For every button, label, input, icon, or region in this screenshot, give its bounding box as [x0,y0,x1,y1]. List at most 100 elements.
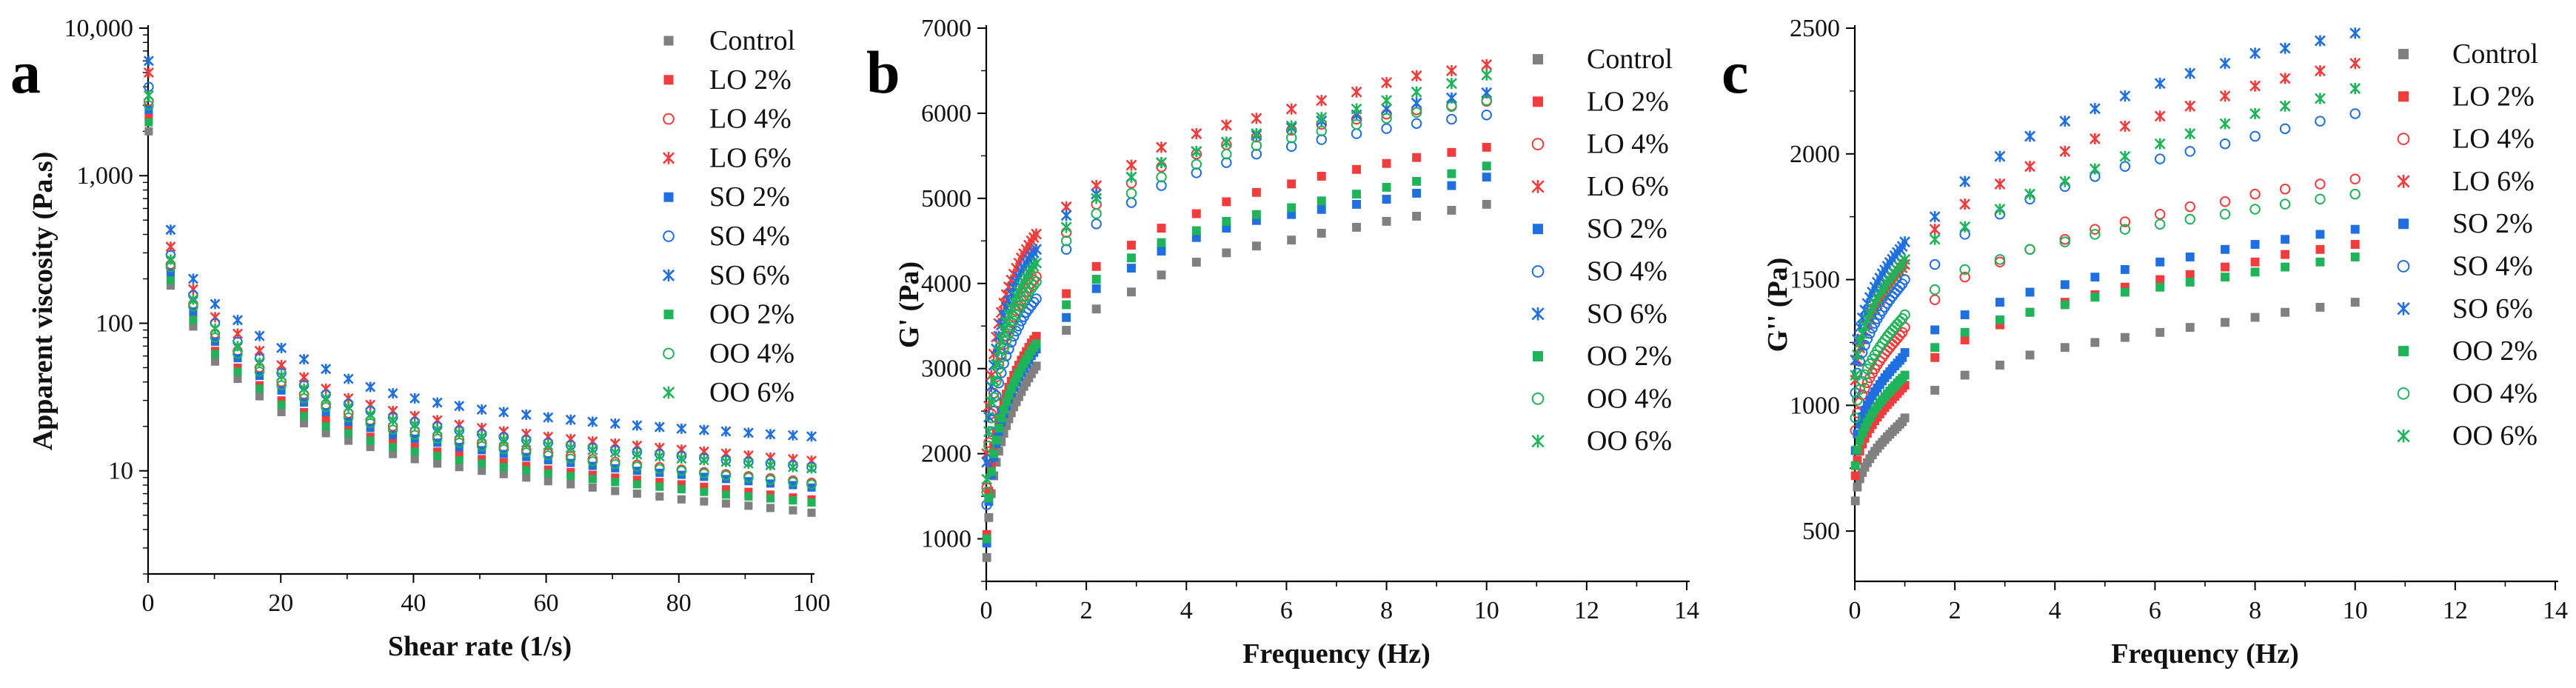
data-point [389,438,398,447]
data-point [565,453,576,464]
data-point [1858,429,1867,438]
legend-label: OO 6% [1587,426,1672,457]
data-point [2154,138,2166,150]
data-point [632,449,643,460]
data-point [2314,35,2326,47]
data-point [433,452,442,461]
legend-label: LO 6% [1587,171,1669,202]
data-point [1894,315,1906,327]
data-point [2119,224,2131,235]
data-point [1285,133,1297,144]
data-point [1959,198,1971,210]
data-point [232,341,243,352]
data-point [455,455,464,464]
legend-marker [663,113,675,125]
data-point [765,429,776,440]
data-point [2281,235,2290,244]
data-point [1481,95,1492,106]
legend-marker [2397,260,2410,273]
data-point [632,490,641,498]
data-point [1091,275,1101,284]
data-point [2120,265,2130,274]
data-point [255,392,264,401]
data-point [522,461,531,470]
x-tick-label: 6 [1280,597,1293,624]
legend-marker [1531,138,1545,150]
data-point [994,447,1003,456]
chart-panel-a: a 0 20 40 60 80 100 10 100 1,000 10,000 Shear rate … [10,15,831,662]
data-point [1062,289,1071,298]
data-point [298,393,310,404]
data-point [2249,80,2261,92]
series-control [982,199,1491,562]
data-point [2090,338,2100,347]
legend-marker [1533,224,1543,235]
legend-marker [663,192,674,202]
data-point [984,493,994,503]
legend-label: OO 6% [2452,421,2537,452]
data-point [2119,150,2131,162]
data-point [744,492,753,501]
data-point [1899,253,1911,265]
data-point [1482,173,1491,182]
data-point [698,424,709,435]
data-point [2315,244,2325,254]
data-point [1004,390,1014,400]
x-tick-label: 14 [2543,597,2568,624]
data-point [2349,173,2361,184]
data-point [1382,158,1391,168]
data-point [476,431,487,442]
data-point [807,498,816,507]
legend-marker [2398,218,2409,230]
x-axis-title: Frequency (Hz) [1242,638,1431,669]
data-point [1959,221,1971,233]
x-tick-label: 0 [142,590,155,617]
data-point [1251,241,1261,251]
data-point [1317,204,1326,214]
data-point [2315,230,2325,239]
legend-marker [663,310,674,320]
data-point [2249,107,2261,119]
legend-marker [2397,429,2410,443]
y-tick-label: 2000 [1790,141,1840,168]
data-point [1855,474,1864,484]
legend-marker [1533,96,1543,107]
data-point [2090,273,2100,282]
data-point [1382,182,1391,192]
data-point [2154,218,2166,230]
data-point [1316,134,1327,145]
data-point [1127,241,1136,250]
data-point [2155,257,2165,267]
data-point [1191,127,1202,140]
data-point [2090,224,2101,235]
data-point [2120,282,2130,292]
data-point [721,499,730,508]
data-point [1156,141,1167,153]
data-point [343,412,354,423]
data-point [806,479,817,490]
data-point [409,419,421,430]
data-point [2349,188,2361,200]
data-point [1006,384,1016,394]
data-point [389,450,398,458]
data-point [2314,93,2326,104]
data-point [277,396,286,405]
data-point [1157,247,1166,256]
data-point [478,455,486,464]
data-point [455,450,464,459]
data-point [2184,128,2196,140]
data-point [165,224,176,236]
data-point [1191,146,1202,158]
data-point [321,422,330,431]
data-point [1191,258,1201,267]
data-point [232,315,243,326]
data-point [1191,158,1202,170]
data-point [611,487,620,495]
data-point [984,512,994,522]
data-point [986,467,996,476]
data-point [1412,153,1422,162]
data-point [432,397,443,408]
data-point [1850,496,1860,506]
data-point [2155,275,2165,284]
legend-marker [663,230,675,242]
